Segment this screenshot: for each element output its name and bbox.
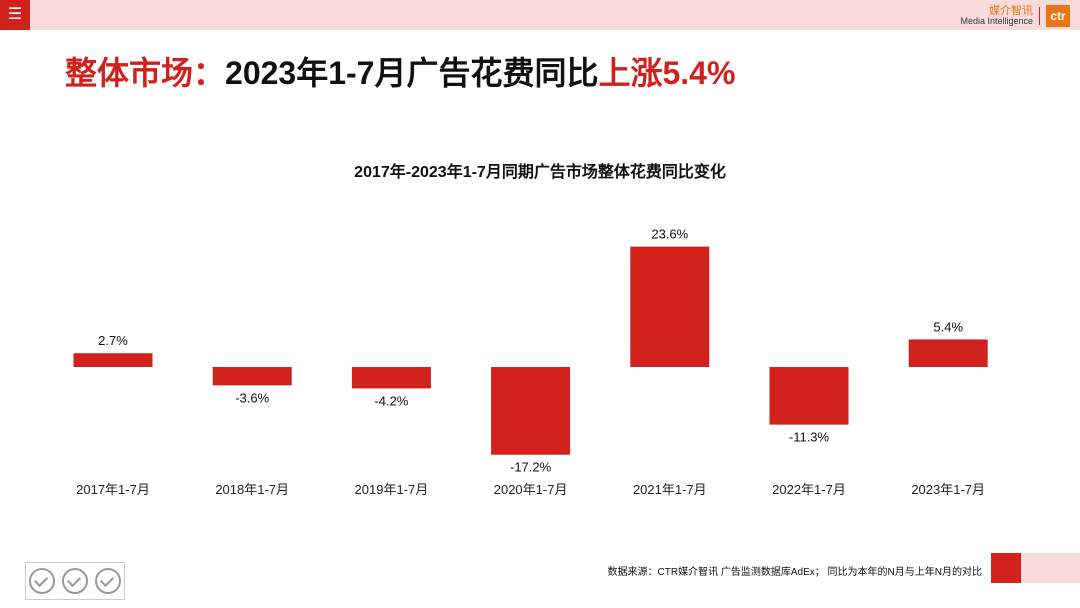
bar-1 bbox=[212, 367, 292, 386]
hamburger-icon: ☰ bbox=[7, 6, 23, 23]
data-label-5: -11.3% bbox=[789, 430, 830, 445]
data-source-note: 数据来源：CTR媒介智讯 广告监测数据库AdEx； 同比为本年的N月与上年N月的… bbox=[607, 567, 982, 578]
bar-0 bbox=[73, 353, 153, 367]
category-label-0: 2017年1-7月 bbox=[76, 482, 150, 497]
title-growth: 上涨5.4% bbox=[598, 55, 736, 91]
category-label-1: 2018年1-7月 bbox=[215, 482, 289, 497]
data-label-6: 5.4% bbox=[933, 319, 963, 334]
brand-name-en: Media Intelligence bbox=[960, 16, 1033, 27]
data-label-3: -17.2% bbox=[510, 460, 552, 475]
data-label-1: -3.6% bbox=[235, 390, 269, 405]
chart-title: 2017年-2023年1-7月同期广告市场整体花费同比变化 bbox=[354, 164, 726, 181]
category-label-2: 2019年1-7月 bbox=[355, 482, 429, 497]
sgs-certification-icon bbox=[61, 568, 88, 594]
bar-5 bbox=[769, 367, 849, 425]
bar-3 bbox=[491, 367, 571, 455]
brand-name-cn: 媒介智讯 bbox=[989, 4, 1033, 17]
bar-4 bbox=[630, 246, 710, 367]
footer-accent-block bbox=[991, 553, 1021, 583]
ctr-logo: ctr bbox=[1046, 5, 1070, 27]
category-label-3: 2020年1-7月 bbox=[494, 482, 568, 497]
bar-2 bbox=[351, 367, 431, 389]
category-label-4: 2021年1-7月 bbox=[633, 482, 707, 497]
brand-divider bbox=[1039, 7, 1040, 25]
data-label-0: 2.7% bbox=[98, 333, 128, 348]
category-label-6: 2023年1-7月 bbox=[911, 482, 985, 497]
menu-button[interactable]: ☰ bbox=[0, 0, 30, 30]
sgs-certification-icon bbox=[29, 568, 56, 594]
data-label-4: 23.6% bbox=[651, 227, 688, 242]
bar-6 bbox=[908, 339, 988, 367]
footer-accent-strip bbox=[1021, 553, 1080, 583]
category-label-5: 2022年1-7月 bbox=[772, 482, 846, 497]
page-title: 整体市场：2023年1-7月广告花费同比上涨5.4% bbox=[65, 48, 735, 94]
title-period: 2023年1-7月广告花费同比 bbox=[225, 55, 599, 91]
data-label-2: -4.2% bbox=[374, 393, 408, 408]
title-market: 整体市场： bbox=[65, 55, 226, 91]
top-bar: ☰ 媒介智讯 Media Intelligence ctr bbox=[0, 0, 1080, 30]
certification-badges bbox=[25, 562, 125, 600]
sgs-certification-icon bbox=[94, 568, 121, 594]
brand-logo-area: 媒介智讯 Media Intelligence ctr bbox=[960, 4, 1070, 28]
